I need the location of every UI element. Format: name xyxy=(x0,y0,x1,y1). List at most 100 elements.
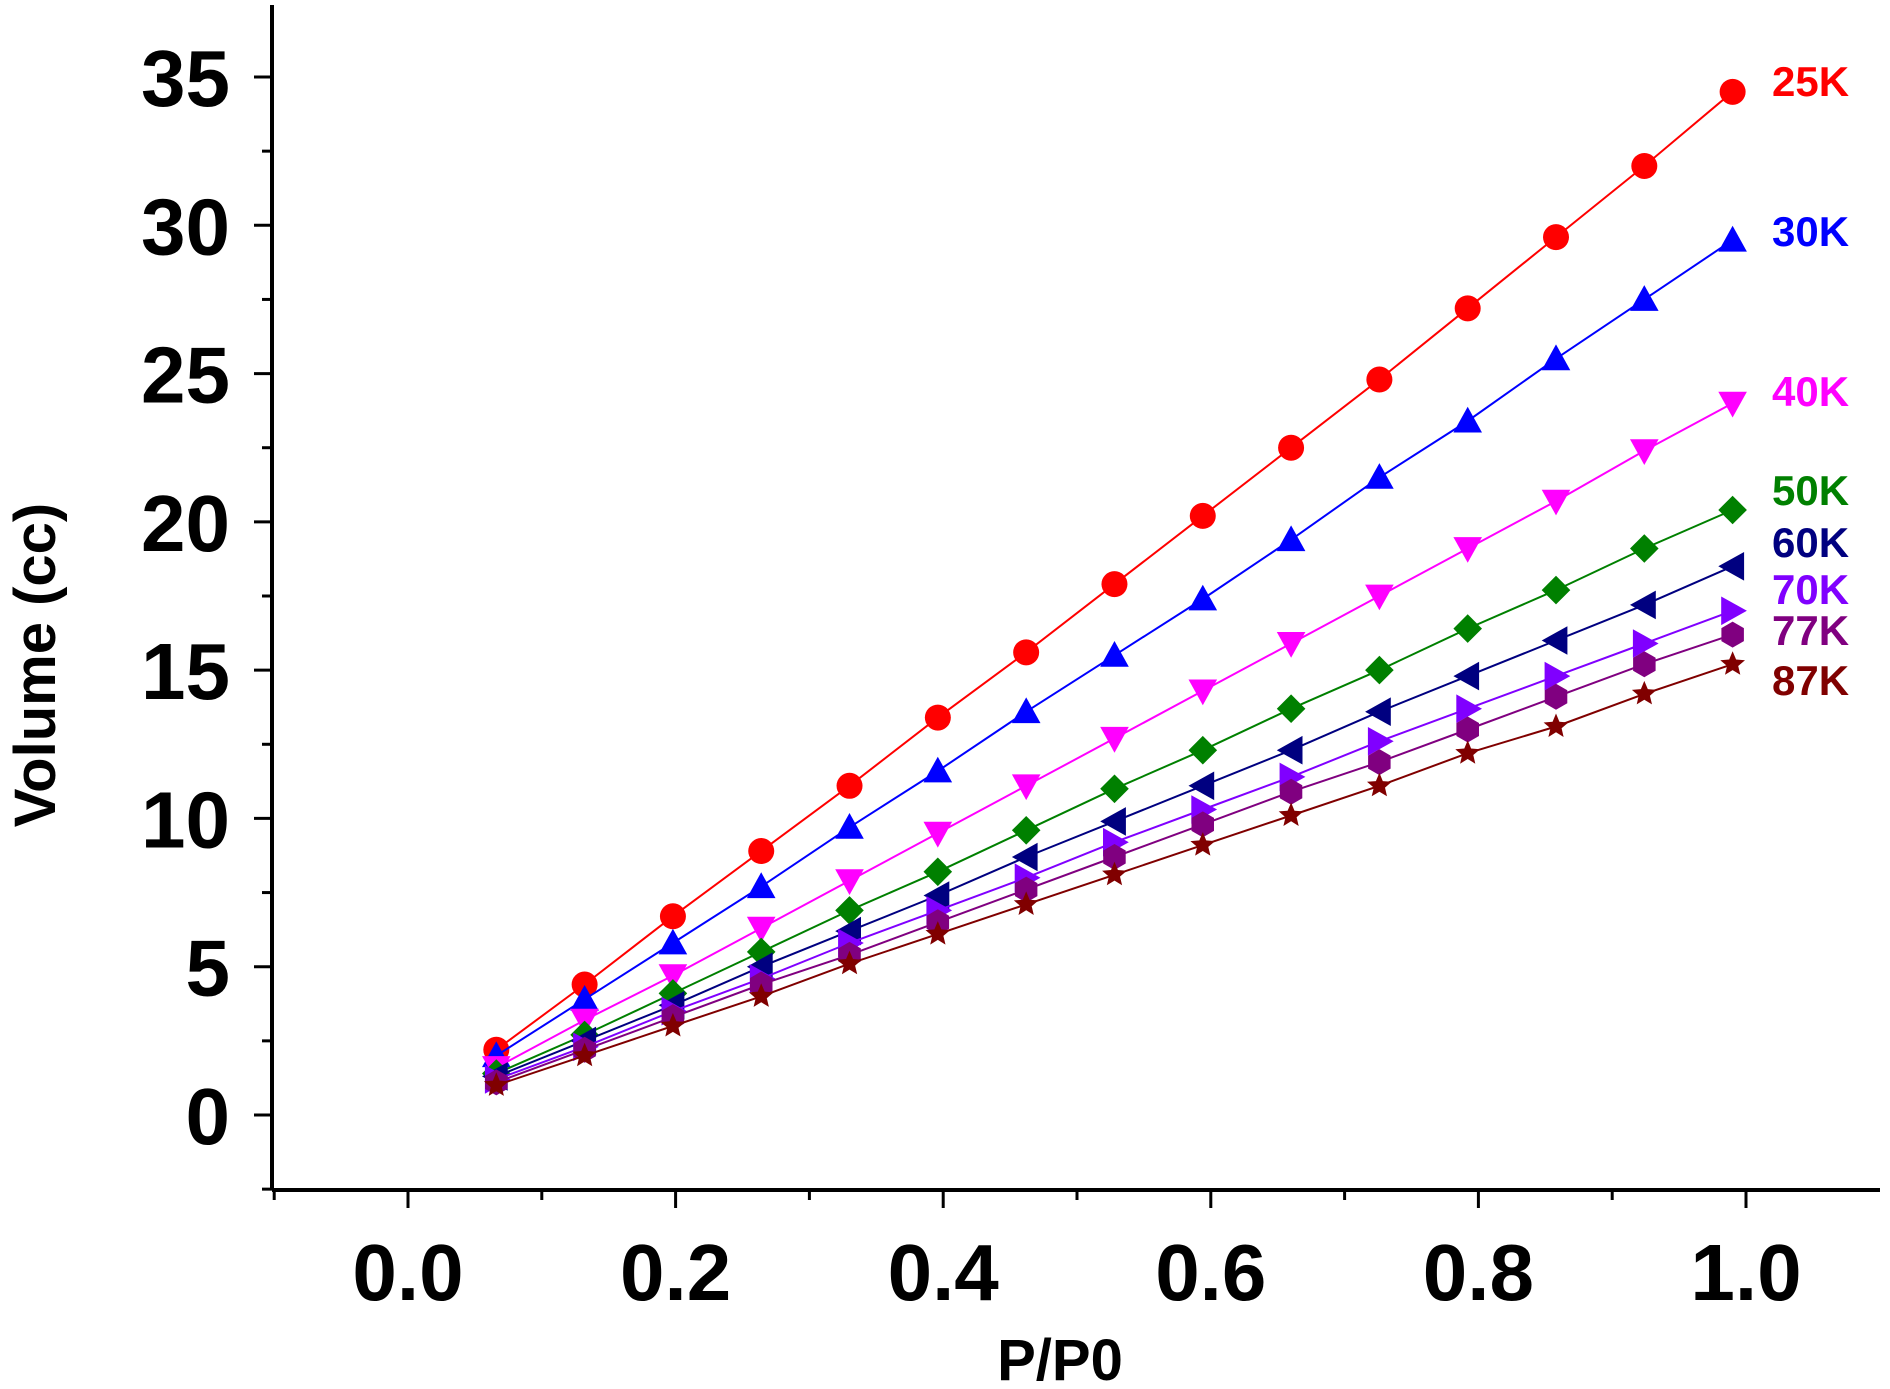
data-point xyxy=(1541,344,1571,371)
data-point xyxy=(1718,225,1747,252)
data-point xyxy=(1365,697,1391,726)
data-point xyxy=(659,903,686,930)
data-point xyxy=(835,869,864,895)
x-tick-label: 0.0 xyxy=(352,1228,463,1317)
data-point xyxy=(1456,716,1479,743)
data-point xyxy=(1276,525,1306,552)
data-point xyxy=(1455,740,1481,764)
data-point xyxy=(1630,590,1656,620)
data-point xyxy=(1633,651,1656,678)
data-point xyxy=(1541,575,1571,605)
data-point xyxy=(1365,584,1394,611)
data-point xyxy=(1719,78,1746,105)
series-label: 60K xyxy=(1772,519,1849,566)
y-tick-label: 5 xyxy=(186,924,231,1013)
data-point xyxy=(1103,844,1126,870)
data-point xyxy=(1365,463,1394,489)
data-point xyxy=(1188,679,1218,706)
data-point xyxy=(1276,694,1306,723)
data-point xyxy=(923,821,953,848)
y-tick-label: 25 xyxy=(141,331,230,420)
data-point xyxy=(1100,807,1126,836)
data-point xyxy=(658,964,688,990)
data-point xyxy=(1278,802,1304,826)
data-point xyxy=(1630,439,1659,465)
series xyxy=(482,78,1747,1096)
data-point xyxy=(923,857,953,887)
data-point xyxy=(1011,774,1041,801)
data-point xyxy=(1188,735,1218,765)
axes xyxy=(270,5,1880,1192)
data-point xyxy=(1632,629,1659,658)
data-point xyxy=(1011,816,1041,845)
data-point xyxy=(1100,726,1129,753)
data-point xyxy=(1453,661,1480,691)
data-point xyxy=(923,756,953,783)
data-point xyxy=(1276,735,1303,765)
data-point xyxy=(835,813,864,839)
data-point xyxy=(1191,811,1214,838)
series-label: 40K xyxy=(1772,368,1849,415)
data-point xyxy=(1279,778,1303,805)
data-point xyxy=(572,1042,597,1067)
data-point xyxy=(1367,772,1392,797)
data-point xyxy=(1013,639,1040,666)
y-tick-label: 10 xyxy=(141,775,230,864)
y-axis-title: Volume (cc) xyxy=(3,503,68,827)
series-label: 25K xyxy=(1772,58,1849,105)
data-point xyxy=(1718,552,1745,581)
data-point xyxy=(1541,626,1568,655)
data-point xyxy=(1101,571,1128,598)
data-point xyxy=(1188,771,1215,801)
data-point xyxy=(1189,502,1216,529)
data-point xyxy=(571,971,598,998)
data-point xyxy=(1718,495,1747,525)
series-label: 77K xyxy=(1772,607,1849,654)
data-point xyxy=(1630,285,1659,311)
y-tick-label: 20 xyxy=(141,479,230,568)
data-point xyxy=(1013,891,1039,915)
data-point xyxy=(1721,621,1744,648)
data-point xyxy=(1011,697,1041,724)
data-point xyxy=(1276,632,1306,658)
data-point xyxy=(923,881,950,910)
data-point xyxy=(570,985,599,1011)
data-point xyxy=(483,1072,509,1096)
series-30K xyxy=(482,225,1747,1068)
data-point xyxy=(1367,727,1394,756)
data-point xyxy=(1630,534,1659,563)
y-ticks: 0 5 10 15 20 25 30 35 xyxy=(141,34,272,1191)
data-point xyxy=(1453,406,1482,433)
x-tick-label: 0.2 xyxy=(620,1228,731,1317)
data-point xyxy=(1720,651,1745,675)
y-tick-label: 15 xyxy=(141,627,230,716)
x-ticks: 0.0 0.2 0.4 0.6 0.8 1.0 xyxy=(272,1190,1802,1317)
data-point xyxy=(1014,876,1038,903)
data-point xyxy=(1544,683,1568,710)
x-tick-label: 0.8 xyxy=(1423,1228,1534,1317)
data-point xyxy=(1541,489,1571,516)
y-tick-label: 35 xyxy=(141,34,230,123)
data-point xyxy=(924,704,951,731)
data-point xyxy=(1365,655,1394,685)
data-point xyxy=(1718,391,1747,418)
data-point xyxy=(1100,774,1129,804)
x-tick-label: 1.0 xyxy=(1690,1228,1801,1317)
data-point xyxy=(836,772,863,799)
series-25K xyxy=(483,78,1746,1063)
data-point xyxy=(1453,614,1482,643)
data-point xyxy=(1631,680,1657,705)
series-77K xyxy=(485,621,1744,1096)
data-point xyxy=(837,950,862,975)
data-point xyxy=(1366,366,1393,393)
data-point xyxy=(748,983,774,1007)
data-point xyxy=(1102,861,1127,886)
data-point xyxy=(1544,661,1571,691)
data-point xyxy=(1543,713,1569,737)
data-point xyxy=(1368,749,1391,776)
series-label: 30K xyxy=(1772,208,1849,255)
data-point xyxy=(1011,842,1038,872)
series-60K xyxy=(482,552,1745,1091)
